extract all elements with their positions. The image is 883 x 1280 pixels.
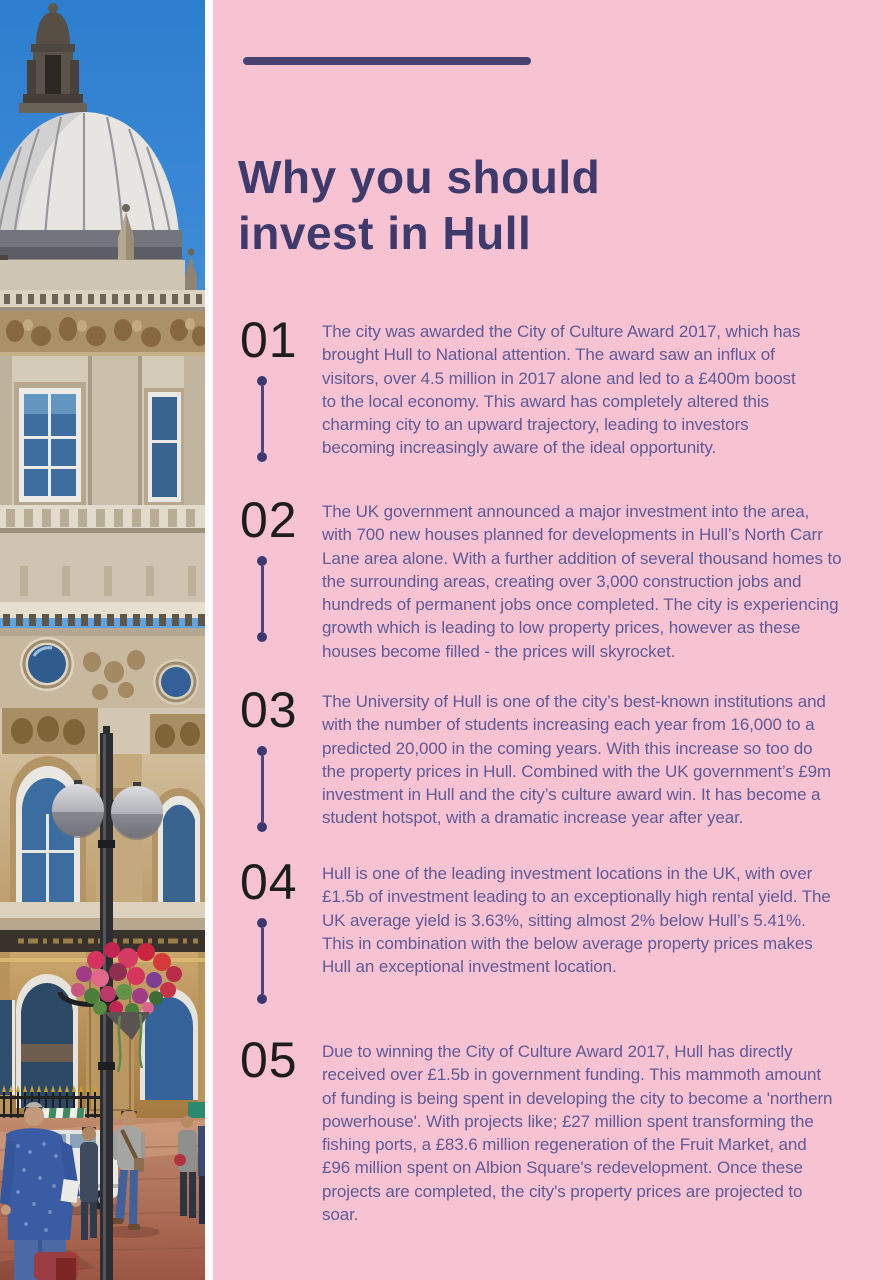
point-05: 05 Due to winning the City of Culture Aw…	[240, 1032, 865, 1224]
point-01-number: 01	[240, 312, 298, 368]
point-03-text: The University of Hull is one of the cit…	[322, 692, 831, 828]
point-01: 01 The city was awarded the City of Cult…	[240, 312, 865, 462]
point-03: 03 The University of Hull is one of the …	[240, 682, 865, 832]
point-04-text: Hull is one of the leading investment lo…	[322, 864, 831, 977]
point-01-text: The city was awarded the City of Culture…	[322, 322, 801, 458]
timeline-connector	[257, 746, 267, 832]
point-02-text: The UK government announced a major inve…	[322, 502, 842, 661]
timeline-connector	[257, 376, 267, 462]
point-02: 02 The UK government announced a major i…	[240, 492, 865, 661]
page-title: Why you should invest in Hull	[238, 150, 601, 259]
point-04-number: 04	[240, 854, 298, 910]
point-02-number: 02	[240, 492, 298, 548]
point-05-text: Due to winning the City of Culture Award…	[322, 1042, 833, 1225]
hull-building-photo	[0, 0, 205, 1280]
title-rule	[243, 57, 531, 65]
point-04: 04 Hull is one of the leading investment…	[240, 854, 865, 1004]
timeline-connector	[257, 918, 267, 1004]
photo-divider	[205, 0, 213, 1280]
point-03-number: 03	[240, 682, 298, 738]
timeline-connector	[257, 556, 267, 642]
point-05-number: 05	[240, 1032, 298, 1088]
